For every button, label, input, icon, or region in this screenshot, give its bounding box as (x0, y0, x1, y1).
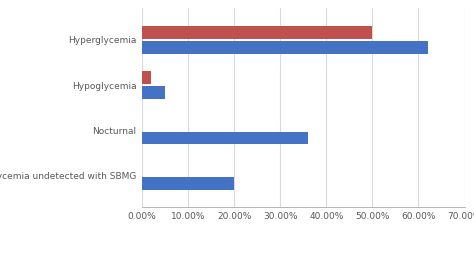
Bar (142, 86, 165, 99)
Bar (142, 131, 308, 144)
Bar (142, 41, 428, 53)
Bar (142, 177, 234, 190)
Bar (142, 26, 373, 39)
Bar (142, 71, 151, 84)
